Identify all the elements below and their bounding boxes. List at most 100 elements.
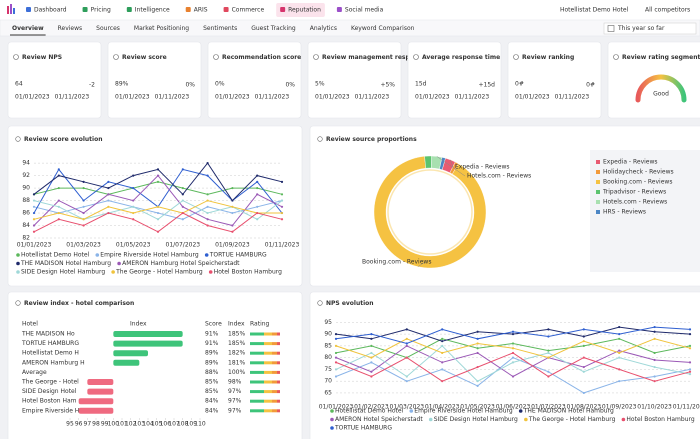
x-tick-label: 99 [101, 421, 109, 428]
point [280, 180, 284, 183]
y-tick-label: 92 [22, 172, 30, 179]
point [181, 218, 184, 221]
rating-segment [250, 361, 264, 365]
score: 84% [205, 398, 219, 405]
donut-label: Hotels.com - Reviews [467, 173, 531, 180]
rating-segment [277, 332, 280, 336]
tab-icon [280, 7, 286, 12]
point [256, 211, 259, 215]
point [181, 186, 184, 190]
legend-swatch [596, 160, 600, 164]
x-tick-label: 104 [142, 421, 154, 428]
sub-tab[interactable]: Market Positioning [134, 25, 189, 32]
hotel-name: THE MADISON Ho [21, 331, 75, 338]
tab-icon [26, 7, 31, 12]
hotel-select[interactable]: Hotellistat Demo Hotel [560, 7, 629, 14]
competitor-select[interactable]: All competitors [645, 7, 690, 14]
kpi-value: 0% [215, 81, 225, 88]
point [334, 337, 338, 340]
rating-segment [264, 380, 272, 384]
legend-entry: Holidaycheck - Reviews [603, 169, 674, 176]
y-tick-label: 65 [324, 389, 332, 396]
y-tick-label: 80 [324, 354, 332, 361]
card-icon [317, 136, 323, 142]
point [511, 347, 515, 350]
x-tick-label: 01/06/2023 [496, 404, 531, 411]
point [206, 205, 209, 208]
kpi-card [407, 41, 502, 119]
point [476, 380, 479, 383]
nav-tab[interactable]: Commerce [232, 7, 265, 14]
date-range[interactable]: This year so far [617, 25, 665, 32]
point [206, 193, 209, 196]
hotel-name: TORTUE HAMBURG [21, 340, 79, 347]
kpi-value: 5% [315, 81, 325, 88]
kpi-date-to: 01/11/2023 [355, 94, 390, 101]
x-tick-label: 01/10/2023 [637, 404, 672, 411]
legend-dot [330, 417, 334, 422]
legend-entry: Hotels.com - Reviews [603, 199, 667, 206]
hotel-name: AMERON Hamburg H [22, 359, 85, 366]
rating-segment [264, 351, 272, 355]
point [280, 205, 284, 208]
point [280, 218, 284, 221]
nav-tab[interactable]: Pricing [91, 7, 111, 14]
card-icon [15, 300, 21, 306]
sub-tab[interactable]: Keyword Comparison [351, 25, 415, 32]
legend-swatch [596, 190, 600, 194]
kpi-value: 64 [15, 81, 23, 88]
sub-tab[interactable]: Analytics [310, 25, 337, 32]
point [334, 375, 338, 378]
index-bar [87, 388, 114, 395]
score: 89% [205, 359, 219, 366]
kpi-title: Review rating segments [622, 54, 700, 61]
nav-tab[interactable]: Reputation [288, 7, 321, 14]
point [370, 361, 373, 364]
point [547, 375, 550, 378]
kpi-delta: +15d [479, 82, 496, 89]
x-tick-label: 01/05/2023 [460, 404, 495, 411]
nav-tab[interactable]: Intelligence [135, 7, 170, 14]
sub-tab[interactable]: Overview [12, 25, 44, 32]
rating-segment [272, 332, 277, 336]
score: 84% [205, 407, 219, 414]
nav-tab[interactable]: Social media [345, 7, 384, 14]
legend-entry: TORTUE HAMBURG [334, 425, 392, 432]
legend-entry: AMERON Hamburg Hotel Speicherstadt [122, 260, 240, 267]
kpi-delta: 0% [185, 82, 195, 89]
x-tick-label: 01/01/2023 [17, 242, 52, 249]
point [441, 344, 444, 347]
point [511, 342, 515, 345]
sub-tab[interactable]: Guest Tracking [251, 25, 296, 32]
kpi-card [107, 41, 202, 119]
sub-tab[interactable]: Sentiments [203, 25, 237, 32]
legend-entry: Tripadvisor - Reviews [602, 189, 666, 196]
point [206, 211, 209, 215]
nav-tab[interactable]: Dashboard [34, 7, 67, 14]
legend-dot [409, 409, 414, 413]
point [57, 218, 60, 221]
index-bar [78, 398, 114, 405]
hotel-name: Hotel Boston Ham [22, 398, 77, 405]
rating-segment [272, 390, 277, 394]
point [206, 218, 209, 221]
sub-tab[interactable]: Reviews [58, 25, 83, 32]
kpi-card [507, 41, 602, 119]
kpi-date-from: 01/01/2023 [315, 94, 350, 101]
legend-entry: Hotel Boston Hamburg [626, 416, 694, 423]
point [405, 375, 408, 378]
rating-segment [272, 361, 277, 365]
date-select[interactable] [603, 22, 697, 35]
sub-tab[interactable]: Sources [96, 25, 120, 32]
point [181, 205, 184, 208]
point [107, 199, 110, 202]
index-bar [113, 350, 148, 357]
point [57, 174, 60, 177]
legend-entry: Empire Riverside Hotel Hamburg [100, 252, 199, 259]
score: 85% [205, 388, 219, 395]
index: 98% [228, 379, 242, 386]
point [476, 351, 479, 355]
x-tick-label: 01/03/2023 [66, 242, 101, 249]
index: 97% [228, 388, 242, 395]
nav-tab[interactable]: ARIS [194, 7, 208, 14]
